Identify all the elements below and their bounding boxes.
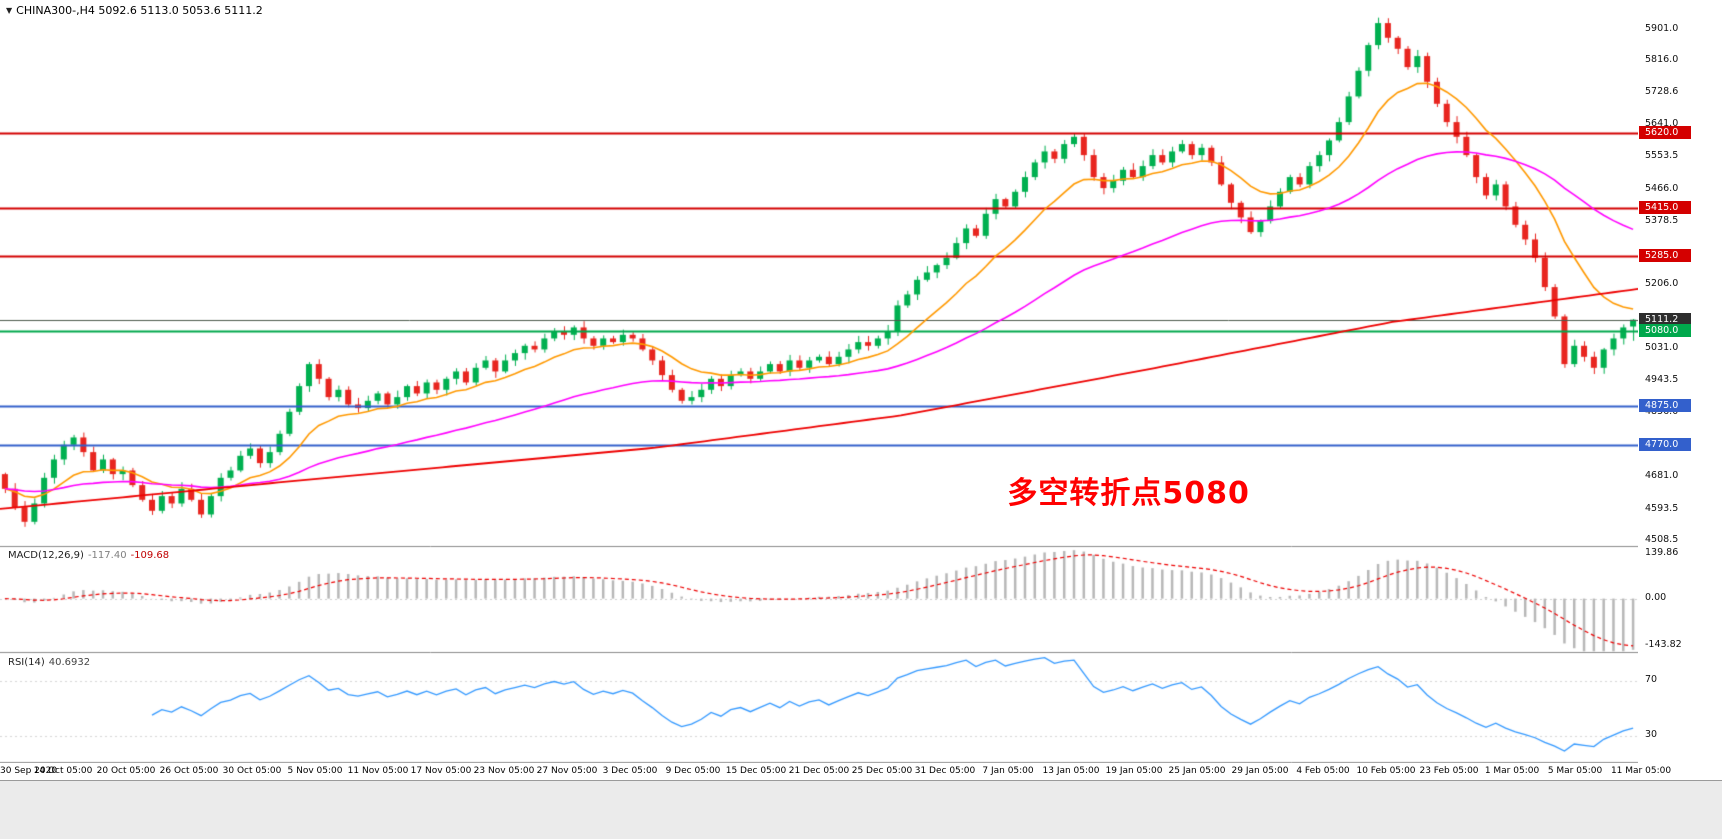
price-level-badge: 4875.0 — [1639, 399, 1691, 412]
rsi-value: 40.6932 — [48, 657, 91, 668]
macd-tick-label: -143.82 — [1645, 639, 1682, 650]
time-axis-label: 3 Dec 05:00 — [602, 766, 658, 776]
price-level-badge: 5080.0 — [1639, 324, 1691, 337]
rsi-indicator-label: RSI(14) 40.6932 — [8, 657, 90, 668]
time-axis-label: 25 Jan 05:00 — [1168, 766, 1226, 776]
time-axis-label: 20 Oct 05:00 — [96, 766, 156, 776]
macd-signal-value: -109.68 — [130, 550, 170, 561]
time-axis-label: 17 Nov 05:00 — [410, 766, 472, 776]
time-axis-label: 25 Dec 05:00 — [851, 766, 913, 776]
price-level-badge: 5285.0 — [1639, 249, 1691, 262]
rsi-tick-label: 70 — [1645, 674, 1658, 685]
time-axis-label: 11 Nov 05:00 — [347, 766, 409, 776]
chart-annotation-text: 多空转折点5080 — [1007, 476, 1250, 511]
price-level-badge: 4770.0 — [1639, 438, 1691, 451]
price-tick-label: 4508.5 — [1645, 534, 1679, 545]
time-axis-label: 5 Mar 05:00 — [1547, 766, 1603, 776]
price-tick-label: 5816.0 — [1645, 54, 1679, 65]
time-axis-label: 19 Jan 05:00 — [1105, 766, 1163, 776]
macd-indicator-label: MACD(12,26,9) -117.40 -109.68 — [8, 550, 169, 561]
time-axis-label: 15 Dec 05:00 — [725, 766, 787, 776]
symbol-ohlc-text: CHINA300-,H4 5092.6 5113.0 5053.6 5111.2 — [16, 4, 263, 17]
macd-main-value: -117.40 — [87, 550, 127, 561]
price-tick-label: 5901.0 — [1645, 23, 1679, 34]
price-axis[interactable]: 5901.0 5816.0 5728.6 5641.0 5553.5 5466.0 5378… — [1638, 0, 1722, 780]
price-tick-label: 4593.5 — [1645, 503, 1679, 514]
price-tick-label: 5206.0 — [1645, 278, 1679, 289]
price-tick-label: 4943.5 — [1645, 374, 1679, 385]
time-axis-label: 23 Nov 05:00 — [473, 766, 535, 776]
price-tick-label: 5553.5 — [1645, 150, 1679, 161]
price-tick-label: 5641.0 — [1645, 118, 1679, 129]
time-axis-label: 10 Feb 05:00 — [1356, 766, 1416, 776]
price-tick-label: 5728.6 — [1645, 86, 1679, 97]
time-axis-label: 13 Jan 05:00 — [1042, 766, 1100, 776]
rsi-label-text: RSI(14) — [8, 657, 45, 668]
price-level-badge: 5415.0 — [1639, 201, 1691, 214]
price-level-badge: 5620.0 — [1639, 126, 1691, 139]
time-axis-label: 21 Dec 05:00 — [788, 766, 850, 776]
time-axis-label: 29 Jan 05:00 — [1231, 766, 1289, 776]
time-axis-label: 1 Mar 05:00 — [1484, 766, 1540, 776]
time-axis-label: 30 Oct 05:00 — [222, 766, 282, 776]
time-axis-label: 4 Feb 05:00 — [1296, 766, 1350, 776]
time-axis-label: 9 Dec 05:00 — [665, 766, 721, 776]
time-axis-label: 11 Mar 05:00 — [1610, 766, 1672, 776]
price-tick-label: 5466.0 — [1645, 183, 1679, 194]
time-axis[interactable]: 30 Sep 2020 14 Oct 05:00 20 Oct 05:00 26 Oc… — [0, 763, 1671, 780]
time-axis-label: 14 Oct 05:00 — [33, 766, 93, 776]
time-axis-label: 27 Nov 05:00 — [536, 766, 598, 776]
macd-tick-label: 139.86 — [1645, 547, 1679, 558]
macd-tick-label: 0.00 — [1645, 592, 1667, 603]
time-axis-label: 31 Dec 05:00 — [914, 766, 976, 776]
time-axis-label: 23 Feb 05:00 — [1419, 766, 1479, 776]
price-tick-label: 5378.5 — [1645, 215, 1679, 226]
chart-marker-icon: ▼ — [6, 6, 13, 15]
time-axis-label: 26 Oct 05:00 — [159, 766, 219, 776]
bottom-strip — [0, 780, 1722, 839]
rsi-tick-label: 30 — [1645, 729, 1658, 740]
macd-label-text: MACD(12,26,9) — [8, 550, 84, 561]
price-tick-label: 5031.0 — [1645, 342, 1679, 353]
chart-symbol-info: ▼ CHINA300-,H4 5092.6 5113.0 5053.6 5111.… — [6, 4, 263, 17]
time-axis-label: 30 Sep 2020 — [0, 766, 58, 776]
time-axis-label: 5 Nov 05:00 — [287, 766, 343, 776]
price-level-badge: 5111.2 — [1639, 313, 1691, 326]
time-axis-label: 7 Jan 05:00 — [982, 766, 1034, 776]
price-tick-label: 4681.0 — [1645, 470, 1679, 481]
